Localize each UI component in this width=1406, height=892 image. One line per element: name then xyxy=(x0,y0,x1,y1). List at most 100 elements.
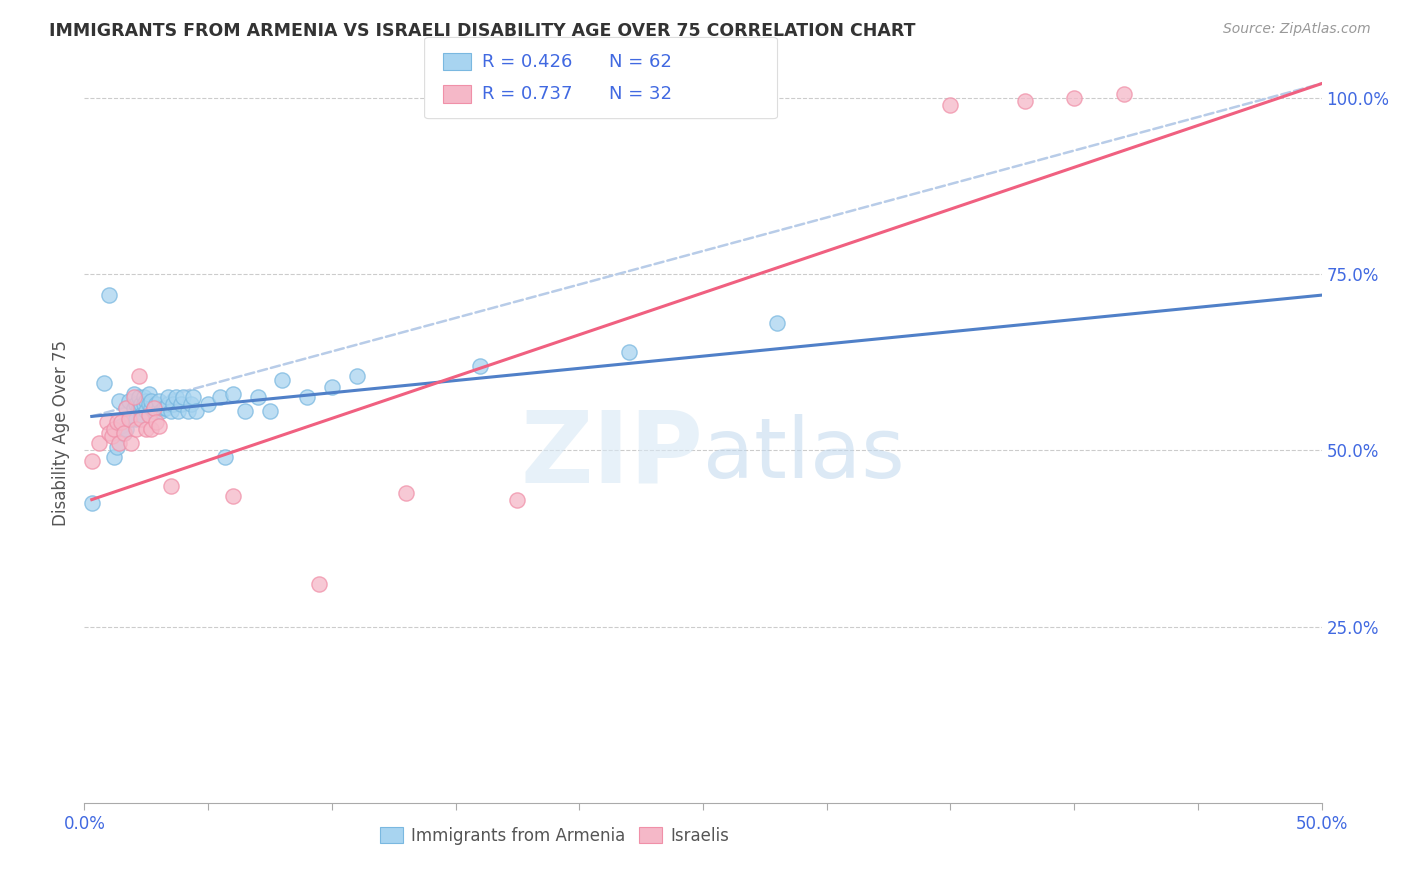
Point xyxy=(157,397,180,411)
Point xyxy=(138,397,160,411)
Point xyxy=(98,288,121,302)
Point xyxy=(122,401,145,415)
Point xyxy=(122,387,145,401)
Point xyxy=(506,492,529,507)
Point xyxy=(93,376,115,391)
Text: IMMIGRANTS FROM ARMENIA VS ISRAELI DISABILITY AGE OVER 75 CORRELATION CHART: IMMIGRANTS FROM ARMENIA VS ISRAELI DISAB… xyxy=(49,22,915,40)
Point xyxy=(308,577,330,591)
Point xyxy=(120,411,142,425)
Text: R = 0.426: R = 0.426 xyxy=(482,53,572,70)
Point xyxy=(132,397,155,411)
Point xyxy=(142,401,165,415)
Point xyxy=(939,97,962,112)
Text: N = 62: N = 62 xyxy=(609,53,672,70)
Point xyxy=(141,393,163,408)
Point xyxy=(142,404,165,418)
Point xyxy=(246,390,269,404)
Point xyxy=(80,496,103,510)
Point xyxy=(295,390,318,404)
Point xyxy=(108,436,131,450)
Point xyxy=(157,390,180,404)
Point xyxy=(145,415,167,429)
Point xyxy=(470,359,492,373)
Point xyxy=(766,316,789,330)
Point xyxy=(120,436,142,450)
Point xyxy=(100,429,122,443)
Text: R = 0.737: R = 0.737 xyxy=(482,85,572,103)
Point xyxy=(105,440,128,454)
Point xyxy=(167,404,190,418)
Point xyxy=(259,404,281,418)
Point xyxy=(160,404,183,418)
Point xyxy=(110,418,132,433)
Point xyxy=(103,450,125,465)
Point xyxy=(181,390,204,404)
Point xyxy=(103,422,125,436)
Text: atlas: atlas xyxy=(703,414,904,495)
Point xyxy=(170,397,193,411)
Point xyxy=(165,390,187,404)
Point xyxy=(118,411,141,425)
Point xyxy=(142,401,165,415)
Point xyxy=(155,401,177,415)
Point xyxy=(145,397,167,411)
Point xyxy=(321,380,343,394)
Text: ZIP: ZIP xyxy=(520,407,703,503)
Point xyxy=(138,387,160,401)
Point xyxy=(222,489,245,503)
Text: Source: ZipAtlas.com: Source: ZipAtlas.com xyxy=(1223,22,1371,37)
Point xyxy=(184,404,207,418)
Point xyxy=(1063,91,1085,105)
Point xyxy=(138,408,160,422)
Point xyxy=(118,393,141,408)
Point xyxy=(222,387,245,401)
Point xyxy=(135,393,157,408)
Point xyxy=(80,454,103,468)
Point xyxy=(148,401,170,415)
Point xyxy=(129,408,152,422)
Point xyxy=(233,404,256,418)
Point xyxy=(129,397,152,411)
Point xyxy=(141,401,163,415)
Y-axis label: Disability Age Over 75: Disability Age Over 75 xyxy=(52,340,70,525)
Point xyxy=(141,422,163,436)
Point xyxy=(115,401,138,415)
Point xyxy=(177,404,200,418)
Point xyxy=(110,415,132,429)
Point xyxy=(346,369,368,384)
Point xyxy=(98,425,121,440)
Point xyxy=(115,422,138,436)
Point xyxy=(214,450,236,465)
Point xyxy=(162,397,184,411)
Legend: Immigrants from Armenia, Israelis: Immigrants from Armenia, Israelis xyxy=(374,822,734,850)
Point xyxy=(152,401,174,415)
Point xyxy=(108,393,131,408)
Point xyxy=(132,390,155,404)
Point xyxy=(122,390,145,404)
Point xyxy=(150,404,173,418)
Point xyxy=(128,369,150,384)
Point xyxy=(209,390,232,404)
Point xyxy=(128,401,150,415)
Point xyxy=(129,411,152,425)
Point xyxy=(135,404,157,418)
Point xyxy=(112,425,135,440)
Point xyxy=(160,478,183,492)
Point xyxy=(148,418,170,433)
Point xyxy=(128,390,150,404)
Point xyxy=(89,436,111,450)
Point xyxy=(96,415,118,429)
Point xyxy=(271,373,294,387)
Point xyxy=(115,401,138,415)
Point xyxy=(125,397,148,411)
Point xyxy=(172,390,194,404)
Point xyxy=(112,425,135,440)
Point xyxy=(1014,94,1036,108)
Text: N = 32: N = 32 xyxy=(609,85,672,103)
Point xyxy=(180,397,202,411)
Point xyxy=(135,422,157,436)
Point xyxy=(125,411,148,425)
Point xyxy=(617,344,640,359)
Point xyxy=(395,485,418,500)
Point xyxy=(125,422,148,436)
